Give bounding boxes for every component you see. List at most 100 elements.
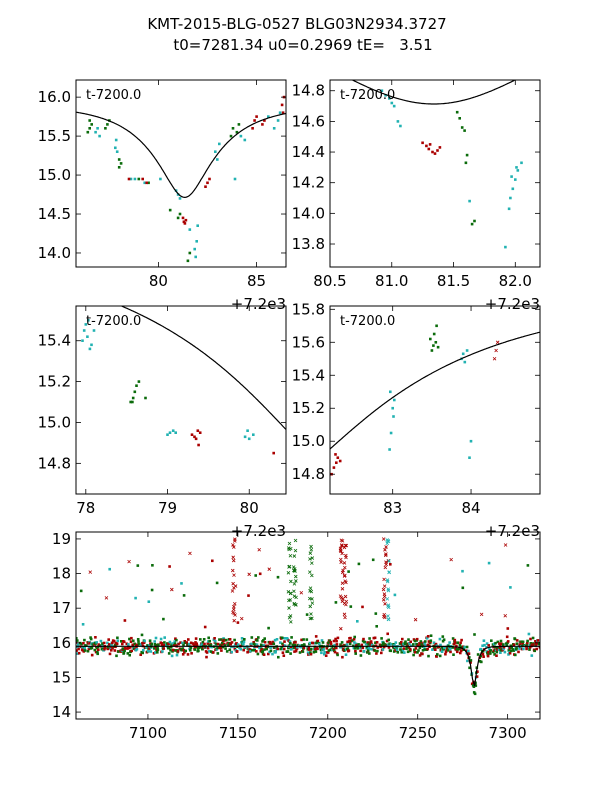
- data-point-green: [421, 649, 425, 652]
- data-point-cyan: [87, 319, 90, 322]
- data-point-red: [425, 144, 428, 148]
- data-point-green: [133, 642, 137, 646]
- data-point-green: [215, 642, 218, 646]
- data-point-spike: [338, 557, 343, 562]
- data-point-spike: [343, 594, 348, 599]
- data-point-cyan: [507, 653, 510, 656]
- data-point-green: [310, 647, 313, 651]
- data-point-cyan: [393, 644, 396, 647]
- y-tick-label: 15.4: [38, 332, 71, 350]
- data-point-green: [224, 647, 227, 650]
- data-point-spike: [286, 571, 291, 575]
- data-point-cyan: [212, 638, 216, 641]
- data-point-spike: [386, 614, 390, 618]
- data-point-red: [459, 649, 463, 653]
- y-tick-label: 15.8: [292, 300, 325, 318]
- y-tick-label: 15.0: [38, 166, 71, 184]
- data-point-red: [108, 652, 112, 656]
- data-point-outlier: [247, 572, 251, 577]
- data-point-spike: [287, 541, 292, 546]
- data-point-red: [436, 149, 439, 152]
- data-point-outlier: [386, 559, 391, 563]
- data-point-cyan: [98, 134, 101, 138]
- data-point-red: [402, 647, 406, 650]
- data-point-red: [349, 636, 352, 640]
- data-point-green: [460, 126, 464, 129]
- data-point-outlier: [188, 551, 192, 556]
- data-point-red: [145, 181, 148, 185]
- data-point-cyan: [213, 640, 217, 643]
- data-point-cyan: [110, 643, 113, 647]
- data-point-red: [428, 143, 432, 146]
- data-point-green: [336, 653, 339, 657]
- data-point-red: [434, 642, 438, 646]
- data-point-green: [215, 581, 219, 585]
- data-point-cyan: [127, 643, 130, 646]
- y-tick-label: 15.2: [292, 399, 325, 417]
- panel4-inset-label: t-7200.0: [340, 314, 395, 329]
- data-point-green: [256, 639, 259, 642]
- data-point-red: [360, 643, 364, 647]
- data-point-cyan: [322, 648, 325, 651]
- data-point-green: [76, 639, 79, 642]
- data-point-red: [272, 451, 275, 455]
- data-point-green: [229, 134, 233, 138]
- data-point-red: [97, 648, 100, 651]
- data-point-red: [97, 643, 100, 646]
- data-point-red: [181, 216, 185, 220]
- data-point-green: [251, 648, 254, 652]
- data-point-red: [302, 646, 306, 650]
- data-point-cyan: [242, 642, 245, 646]
- panel-2-peak-zoom: 80.5 81.0 81.5 82.0 13.8 14.0 14.2 14.4 14.6 14.8…: [292, 79, 541, 313]
- data-point-red: [125, 642, 129, 646]
- data-point-green: [259, 643, 263, 647]
- data-point-green: [175, 638, 178, 642]
- data-point-cyan: [388, 448, 391, 451]
- data-point-green: [176, 216, 180, 220]
- panel3-inset-label: t-7200.0: [86, 314, 141, 329]
- data-point-red: [223, 639, 226, 642]
- data-point-green: [90, 123, 93, 126]
- data-point-cyan: [143, 639, 146, 643]
- data-point-cyan: [181, 641, 184, 645]
- x-tick-label: 7150: [219, 724, 257, 742]
- data-point-green: [476, 653, 480, 656]
- y-tick-label: 15.0: [292, 432, 325, 450]
- data-point-red: [110, 649, 113, 652]
- data-point-green: [156, 651, 159, 654]
- data-point-green: [83, 649, 87, 652]
- data-point-red: [380, 651, 383, 655]
- data-point-spike: [232, 601, 237, 606]
- data-point-green: [88, 127, 91, 130]
- data-point-red: [174, 637, 177, 640]
- data-point-cyan: [115, 150, 119, 153]
- data-point-cyan: [77, 643, 80, 646]
- data-point-cyan: [518, 647, 521, 650]
- data-point-red: [338, 459, 342, 463]
- data-point-cyan: [271, 652, 274, 656]
- data-point-red: [130, 649, 133, 653]
- data-point-red: [465, 649, 468, 652]
- data-point-red: [204, 185, 207, 188]
- data-point-cyan: [240, 637, 244, 640]
- data-point-spike: [385, 579, 390, 584]
- y-tick-label: 15.0: [38, 413, 71, 431]
- data-point-cyan: [243, 645, 247, 649]
- y-tick-label: 15.6: [292, 333, 325, 351]
- data-point-green: [365, 645, 369, 649]
- data-point-green: [167, 652, 171, 655]
- data-point-cyan: [276, 119, 280, 122]
- data-point-red: [373, 636, 377, 640]
- data-point-green: [156, 646, 159, 650]
- data-point-green: [521, 640, 525, 644]
- data-point-green: [357, 562, 361, 566]
- data-point-green: [305, 638, 309, 641]
- data-point-cyan: [401, 649, 405, 652]
- data-point-cyan: [392, 415, 395, 418]
- data-point-spike: [310, 601, 315, 605]
- data-point-red: [206, 642, 210, 645]
- data-point-spike: [384, 560, 388, 565]
- data-point-green: [356, 646, 360, 650]
- data-point-green: [340, 641, 344, 644]
- data-point-green: [117, 158, 121, 161]
